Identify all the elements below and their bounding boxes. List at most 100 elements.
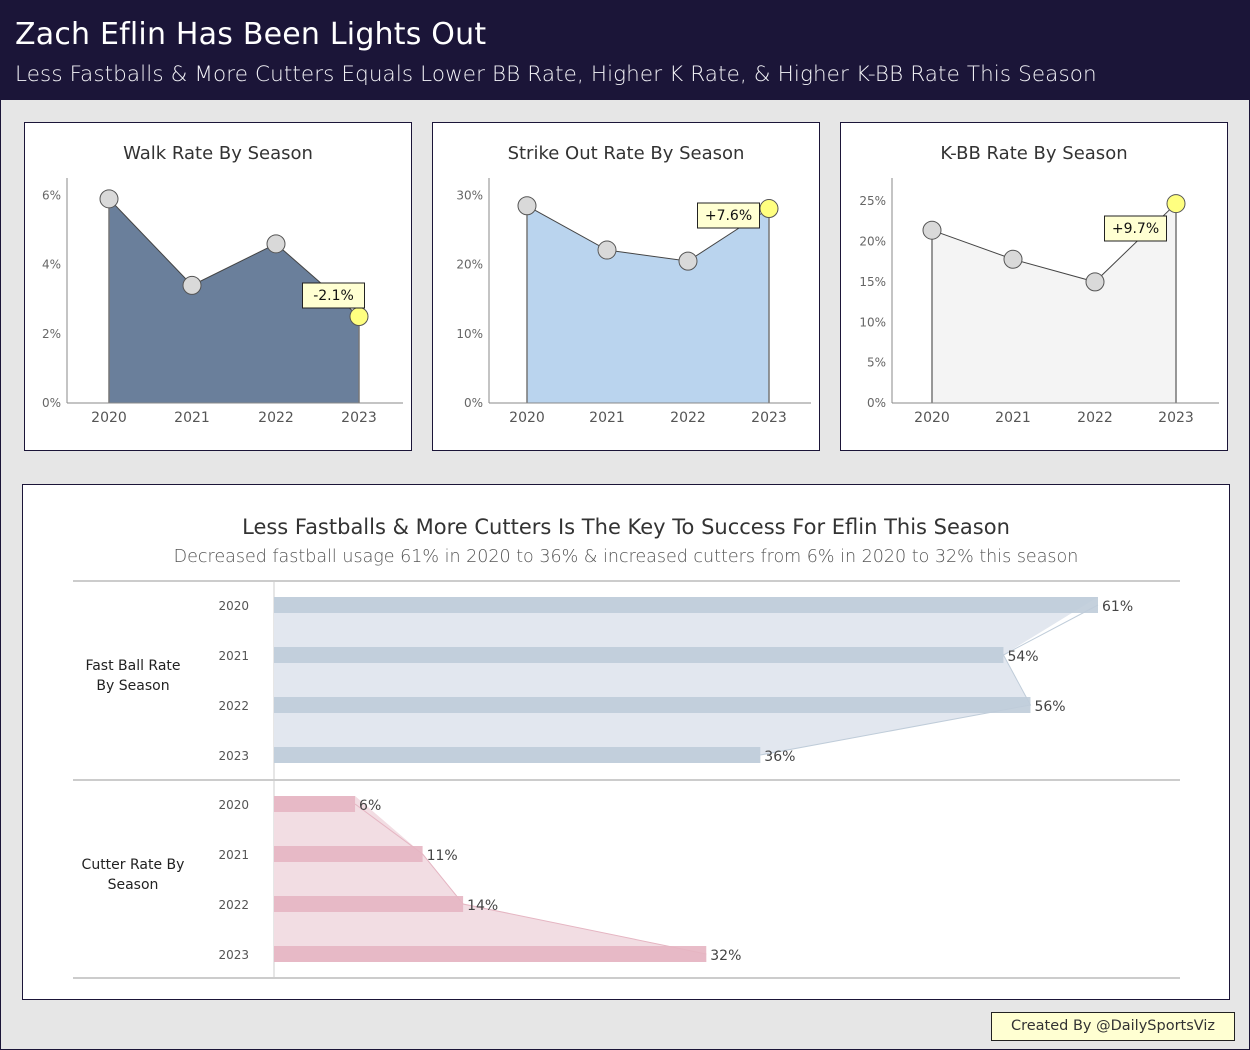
data-point bbox=[266, 234, 286, 254]
strikeout-rate-card: Strike Out Rate By Season 0% 10% 20% 30% 202… bbox=[432, 122, 820, 451]
y-tick-label: 30% bbox=[456, 188, 483, 202]
pitch-mix-subtitle: Decreased fastball usage 61% in 2020 to … bbox=[173, 547, 1079, 567]
annotation-label: +9.7% bbox=[1112, 221, 1159, 237]
group-label: By Season bbox=[96, 678, 169, 694]
annotation-box bbox=[697, 202, 760, 229]
walk-rate-card: Walk Rate By Season 0% 2% 4% 6% 2020 2021 2022… bbox=[24, 122, 412, 451]
row-year-label: 2023 bbox=[218, 749, 249, 763]
pitch-mix-bar-chart: 2020 61% 2021 54% 2022 56% 2023 36% Fast Ball Ra… bbox=[73, 580, 1180, 979]
walk-rate-chart: 0% 2% 4% 6% 2020 2021 2022 2023 -2.1% bbox=[42, 178, 403, 426]
change-annotation: +9.7% bbox=[1104, 215, 1167, 242]
strikeout-rate-chart: 0% 10% 20% 30% 2020 2021 2022 2023 +7.6% bbox=[456, 178, 811, 426]
dashboard-header: Zach Eflin Has Been Lights Out Less Fast… bbox=[1, 1, 1250, 100]
y-tick-label: 2% bbox=[42, 327, 61, 341]
bar bbox=[274, 846, 423, 862]
x-tick-label: 2021 bbox=[174, 410, 210, 426]
x-tick-label: 2022 bbox=[670, 410, 706, 426]
dashboard-title: Zach Eflin Has Been Lights Out bbox=[15, 17, 487, 52]
k-bb-rate-card: K-BB Rate By Season 0% 5% 10% 15% 20% 25% 2020… bbox=[840, 122, 1228, 451]
bar bbox=[274, 747, 761, 763]
data-point bbox=[1085, 272, 1105, 292]
k-bb-rate-chart: 0% 5% 10% 15% 20% 25% 2020 2021 2022 2023 +9.7% bbox=[859, 178, 1219, 426]
y-tick-label: 4% bbox=[42, 258, 61, 272]
area-fill bbox=[932, 203, 1176, 403]
y-tick-label: 15% bbox=[859, 275, 886, 289]
data-point bbox=[922, 220, 942, 240]
bar-value-label: 36% bbox=[764, 749, 795, 765]
y-tick-label: 6% bbox=[42, 188, 61, 202]
bar-value-label: 14% bbox=[467, 898, 498, 914]
bar bbox=[274, 597, 1098, 613]
series-line bbox=[931, 203, 1177, 283]
x-tick-label: 2021 bbox=[995, 410, 1031, 426]
annotation-label: -2.1% bbox=[313, 288, 354, 304]
area-fill bbox=[109, 198, 359, 403]
dashboard-subtitle: Less Fastballs & More Cutters Equals Low… bbox=[15, 62, 1097, 87]
y-tick-label: 10% bbox=[859, 315, 886, 329]
bar bbox=[274, 946, 707, 962]
row-year-label: 2022 bbox=[218, 898, 249, 912]
strikeout-rate-title: Strike Out Rate By Season bbox=[507, 143, 745, 164]
y-tick-label: 0% bbox=[867, 396, 886, 410]
annotation-box bbox=[302, 282, 365, 309]
group-label: Cutter Rate By bbox=[82, 857, 185, 873]
annotation-box bbox=[1104, 215, 1167, 242]
group-area bbox=[274, 796, 707, 962]
data-point bbox=[597, 240, 617, 260]
y-tick-label: 25% bbox=[859, 194, 886, 208]
data-point bbox=[99, 189, 119, 209]
walk-rate-title: Walk Rate By Season bbox=[123, 143, 313, 164]
bar-value-label: 6% bbox=[359, 798, 381, 814]
x-tick-label: 2020 bbox=[914, 410, 950, 426]
row-year-label: 2022 bbox=[218, 699, 249, 713]
x-tick-label: 2020 bbox=[91, 410, 127, 426]
highlight-point bbox=[1166, 194, 1186, 214]
bar-connector bbox=[760, 604, 1099, 756]
x-tick-label: 2022 bbox=[258, 410, 294, 426]
k-bb-rate-title: K-BB Rate By Season bbox=[940, 143, 1128, 164]
annotation-label: +7.6% bbox=[705, 208, 752, 224]
x-tick-label: 2023 bbox=[341, 410, 377, 426]
bar-value-label: 32% bbox=[710, 948, 741, 964]
credit-badge: Created By @DailySportsViz bbox=[991, 1012, 1235, 1041]
data-point bbox=[1003, 249, 1023, 269]
highlight-point bbox=[759, 199, 779, 219]
change-annotation: -2.1% bbox=[302, 282, 365, 309]
bar-value-label: 11% bbox=[427, 848, 458, 864]
x-tick-label: 2022 bbox=[1077, 410, 1113, 426]
data-point bbox=[678, 251, 698, 271]
y-tick-label: 5% bbox=[867, 356, 886, 370]
row-year-label: 2020 bbox=[218, 798, 249, 812]
group-label: Fast Ball Rate bbox=[85, 658, 180, 674]
row-year-label: 2021 bbox=[218, 649, 249, 663]
bar bbox=[274, 796, 356, 812]
row-year-label: 2021 bbox=[218, 848, 249, 862]
y-tick-label: 10% bbox=[456, 327, 483, 341]
series-line bbox=[108, 198, 360, 317]
group-area bbox=[274, 597, 1098, 763]
row-year-label: 2020 bbox=[218, 599, 249, 613]
data-point bbox=[517, 196, 537, 216]
change-annotation: +7.6% bbox=[697, 202, 760, 229]
x-tick-label: 2020 bbox=[509, 410, 545, 426]
bar bbox=[274, 896, 464, 912]
bar bbox=[274, 647, 1004, 663]
bar bbox=[274, 697, 1031, 713]
y-tick-label: 0% bbox=[42, 396, 61, 410]
pitch-mix-title: Less Fastballs & More Cutters Is The Key… bbox=[242, 515, 1010, 539]
pitch-mix-card: Less Fastballs & More Cutters Is The Key… bbox=[22, 484, 1230, 1000]
highlight-point bbox=[349, 306, 369, 326]
data-point bbox=[182, 275, 202, 295]
y-tick-label: 20% bbox=[859, 235, 886, 249]
bar-value-label: 54% bbox=[1007, 649, 1038, 665]
area-fill bbox=[527, 205, 769, 403]
x-tick-label: 2023 bbox=[1158, 410, 1194, 426]
group-label: Season bbox=[108, 877, 159, 893]
y-tick-label: 20% bbox=[456, 258, 483, 272]
row-year-label: 2023 bbox=[218, 948, 249, 962]
bar-value-label: 56% bbox=[1034, 699, 1065, 715]
x-tick-label: 2021 bbox=[589, 410, 625, 426]
bar-connector bbox=[354, 803, 707, 955]
x-tick-label: 2023 bbox=[751, 410, 787, 426]
bar-value-label: 61% bbox=[1102, 599, 1133, 615]
